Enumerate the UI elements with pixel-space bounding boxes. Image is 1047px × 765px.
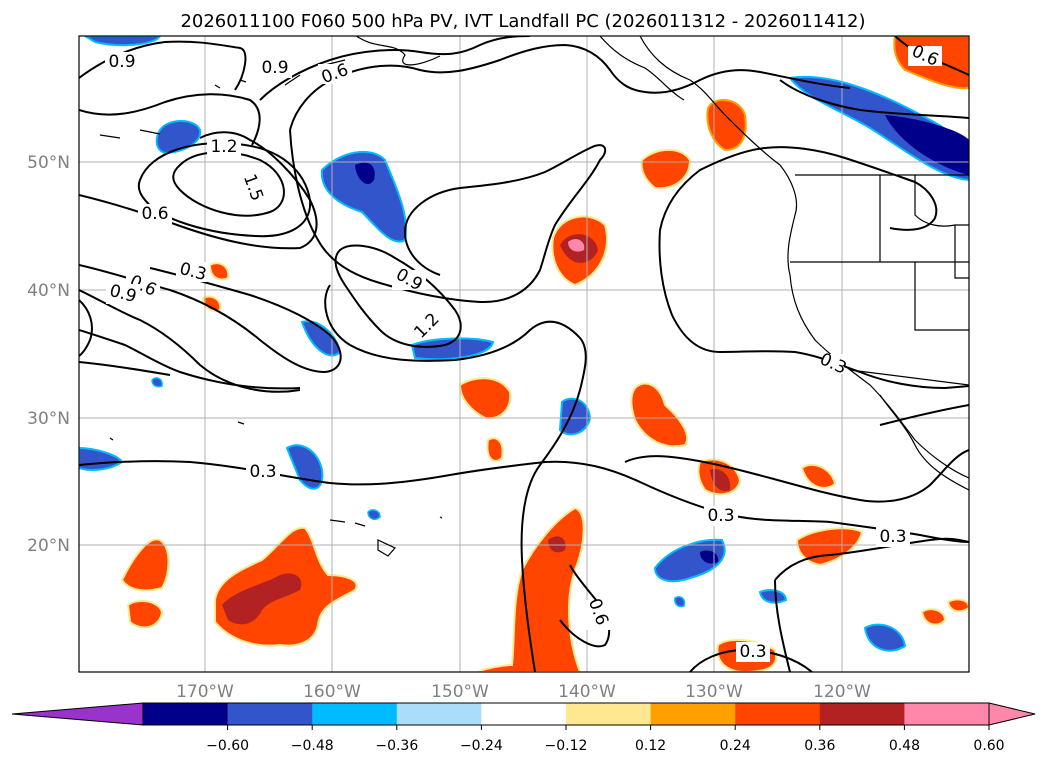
lat-tick: 30°N (27, 409, 70, 429)
lon-tick: 160°W (303, 682, 361, 702)
lon-tick: 150°W (431, 682, 489, 702)
lat-tick: 20°N (27, 536, 70, 556)
neg-region (151, 377, 163, 388)
colorbar-tick-label: −0.36 (375, 738, 418, 754)
pos-region (222, 573, 302, 625)
neg-region (863, 623, 907, 652)
colorbar-max-extension (989, 703, 1035, 725)
colorbar-segment (227, 703, 313, 725)
pos-region (800, 463, 837, 489)
lat-tick: 40°N (27, 281, 70, 301)
colorbar-tick-label: 0.48 (889, 738, 920, 754)
pos-region (640, 148, 692, 190)
lon-tick: 120°W (813, 682, 871, 702)
colorbar-tick-label: 0.36 (804, 738, 835, 754)
contour-label: 0.9 (108, 52, 135, 72)
colorbar-tick-label: 0.24 (720, 738, 751, 754)
chart-title: 2026011100 F060 500 hPa PV, IVT Landfall… (180, 11, 865, 32)
contour-label: 0.3 (879, 527, 906, 547)
neg-region (653, 538, 726, 583)
colorbar-tick-label: −0.48 (291, 738, 334, 754)
latitude-ticks: 50°N 40°N 30°N 20°N (27, 153, 70, 556)
colorbar-segment (143, 703, 229, 725)
neg-region (355, 162, 375, 185)
colorbar-tick-label: 0.60 (973, 738, 1004, 754)
colorbar-segment (566, 703, 652, 725)
pos-region (126, 599, 164, 629)
pos-region (946, 598, 969, 613)
neg-region (367, 509, 381, 520)
contour-label: 1.2 (210, 137, 237, 157)
pos-region (630, 382, 688, 448)
neg-region (410, 337, 495, 361)
colorbar-min-extension (12, 703, 143, 725)
lon-tick: 130°W (685, 682, 743, 702)
colorbar-tick-label: −0.60 (206, 738, 249, 754)
neg-region (285, 444, 324, 490)
pos-region (710, 469, 731, 492)
contour-label: 0.6 (141, 204, 168, 224)
contour-label: 0.3 (707, 506, 734, 526)
map-frame (78, 35, 970, 673)
colorbar-tick-label: −0.12 (545, 738, 588, 754)
pos-region (548, 536, 566, 553)
pos-region (795, 527, 864, 567)
pos-region (486, 437, 504, 462)
colorbar: −0.60 −0.48 −0.36 −0.24 −0.12 0.12 0.24 0.36 0.4… (11, 702, 1036, 754)
longitude-ticks: 170°W 160°W 150°W 140°W 130°W 120°W (176, 682, 871, 702)
map-panel: 0.9 0.9 0.6 1.2 1.5 0.6 0.3 0.6 0.9 0.9 (78, 35, 970, 673)
colorbar-segment (312, 703, 398, 725)
neg-region (674, 596, 686, 608)
colorbar-tick-label: 0.12 (635, 738, 666, 754)
pos-region (706, 99, 747, 152)
contour-label: 0.9 (261, 58, 288, 78)
pos-region (920, 608, 947, 626)
colorbar-segment (650, 703, 736, 725)
pos-region (208, 262, 230, 281)
colorbar-segment (735, 703, 821, 725)
neg-region (885, 115, 969, 175)
pos-region (120, 538, 170, 592)
colorbar-segment (819, 703, 905, 725)
colorbar-tick-label: −0.24 (460, 738, 503, 754)
pos-region (568, 239, 585, 252)
lat-tick: 50°N (27, 153, 70, 173)
contour-label: 0.3 (739, 642, 766, 662)
neg-region (758, 589, 788, 604)
pos-region (458, 377, 512, 420)
colorbar-segment (396, 703, 482, 725)
lon-tick: 140°W (558, 682, 616, 702)
graticule (79, 36, 969, 672)
lon-tick: 170°W (176, 682, 234, 702)
colorbar-segment (481, 703, 567, 725)
colorbar-segment (904, 703, 990, 725)
contour-label: 0.3 (249, 462, 276, 482)
